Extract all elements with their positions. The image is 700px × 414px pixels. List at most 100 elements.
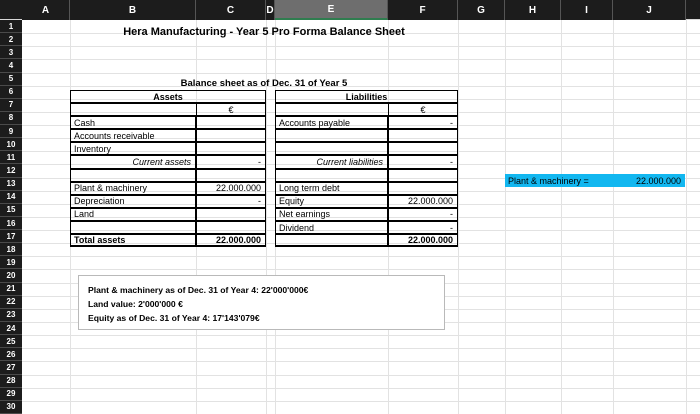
row-header-6[interactable]: 6 (0, 85, 22, 99)
grid-line-horizontal (22, 46, 700, 48)
grid-line-horizontal (22, 72, 700, 74)
row-header-19[interactable]: 19 (0, 256, 22, 270)
row-header-24[interactable]: 24 (0, 321, 22, 336)
row-header-17[interactable]: 17 (0, 230, 22, 244)
row-header-12[interactable]: 12 (0, 164, 22, 178)
liabilities-row-value-5[interactable] (388, 181, 458, 195)
row-header-23[interactable]: 23 (0, 308, 22, 322)
grid-line-horizontal (22, 256, 700, 258)
liabilities-row-value-2[interactable] (388, 142, 458, 156)
row-header-18[interactable]: 18 (0, 243, 22, 257)
row-header-11[interactable]: 11 (0, 151, 22, 165)
liabilities-row-label-1[interactable] (275, 129, 388, 143)
assets-row-value-7[interactable] (196, 207, 266, 222)
grid-line-horizontal (22, 125, 700, 127)
liabilities-row-value-3[interactable]: - (388, 155, 458, 169)
assets-row-label-4[interactable] (70, 168, 196, 182)
liabilities-row-label-6[interactable]: Equity (275, 194, 388, 208)
assets-row-label-5[interactable]: Plant & machinery (70, 181, 196, 195)
grid-line-horizontal (22, 203, 700, 205)
column-header-i[interactable]: I (561, 0, 613, 20)
assets-row-value-6[interactable]: - (196, 194, 266, 208)
liabilities-row-value-4[interactable] (388, 168, 458, 182)
row-header-7[interactable]: 7 (0, 98, 22, 112)
row-header-13[interactable]: 13 (0, 177, 22, 191)
row-header-3[interactable]: 3 (0, 46, 22, 60)
grid-line-horizontal (22, 59, 700, 61)
grid-line-horizontal (22, 374, 700, 376)
assets-row-value-1[interactable] (196, 129, 266, 143)
note-line-1: Plant & machinery as of Dec. 31 of Year … (88, 285, 309, 295)
assets-row-label-6[interactable]: Depreciation (70, 194, 196, 208)
liabilities-row-value-1[interactable] (388, 129, 458, 143)
column-header-c[interactable]: C (196, 0, 266, 20)
liabilities-row-label-7[interactable]: Net earnings (275, 207, 388, 222)
assets-row-label-2[interactable]: Inventory (70, 142, 196, 156)
grid-line-horizontal (22, 85, 700, 87)
assets-row-label-7[interactable]: Land (70, 207, 196, 222)
assets-row-value-4[interactable] (196, 168, 266, 182)
row-header-14[interactable]: 14 (0, 190, 22, 204)
liabilities-currency-header: € (388, 103, 458, 116)
assets-row-value-2[interactable] (196, 142, 266, 156)
grid-line-horizontal (22, 348, 700, 350)
grid-line-horizontal (22, 230, 700, 232)
column-header-g[interactable]: G (458, 0, 505, 20)
column-header-j[interactable]: J (613, 0, 686, 20)
row-header-29[interactable]: 29 (0, 387, 22, 401)
assets-row-value-3[interactable]: - (196, 155, 266, 169)
assets-row-value-5[interactable]: 22.000.000 (196, 181, 266, 195)
liabilities-row-label-3[interactable]: Current liabilities (275, 155, 388, 169)
row-header-16[interactable]: 16 (0, 216, 22, 231)
sheet-subtitle: Balance sheet as of Dec. 31 of Year 5 (180, 78, 348, 89)
row-header-26[interactable]: 26 (0, 348, 22, 362)
row-header-21[interactable]: 21 (0, 282, 22, 296)
column-header-f[interactable]: F (388, 0, 458, 20)
total-liabilities-label (275, 233, 388, 246)
highlight-value-cell[interactable]: 22.000.000 (598, 174, 685, 187)
liabilities-row-label-0[interactable]: Accounts payable (275, 116, 388, 130)
liabilities-row-label-5[interactable]: Long term debt (275, 181, 388, 195)
assets-row-label-3[interactable]: Current assets (70, 155, 196, 169)
assets-row-label-1[interactable]: Accounts receivable (70, 129, 196, 143)
row-header-25[interactable]: 25 (0, 335, 22, 349)
row-header-5[interactable]: 5 (0, 72, 22, 86)
column-header-d[interactable]: D (266, 0, 275, 20)
liabilities-row-label-4[interactable] (275, 168, 388, 182)
liabilities-row-value-0[interactable]: - (388, 116, 458, 130)
assets-row-label-0[interactable]: Cash (70, 116, 196, 130)
grid-line-horizontal (22, 361, 700, 363)
column-header-h[interactable]: H (505, 0, 561, 20)
grid-line-horizontal (22, 243, 700, 245)
note-line-2: Land value: 2'000'000 € (88, 299, 183, 309)
liabilities-row-value-7[interactable]: - (388, 207, 458, 222)
grid-area[interactable]: Hera Manufacturing - Year 5 Pro Forma Ba… (22, 20, 700, 414)
liabilities-row-label-2[interactable] (275, 142, 388, 156)
column-header-a[interactable]: A (22, 0, 70, 20)
row-header-15[interactable]: 15 (0, 203, 22, 217)
row-header-27[interactable]: 27 (0, 361, 22, 375)
row-header-1[interactable]: 1 (0, 20, 22, 34)
column-header-e[interactable]: E (275, 0, 388, 20)
row-header-4[interactable]: 4 (0, 59, 22, 73)
row-header-8[interactable]: 8 (0, 111, 22, 126)
sheet-title: Hera Manufacturing - Year 5 Pro Forma Ba… (123, 25, 405, 38)
row-header-gutter: 1 2 3 4 5 6 7 8 9 10 11 12 13 14 15 16 17 18 19 20 21 22 23 24 2… (0, 20, 22, 414)
row-header-20[interactable]: 20 (0, 269, 22, 283)
grid-line-horizontal (22, 269, 700, 271)
liabilities-row-value-6[interactable]: 22.000.000 (388, 194, 458, 208)
row-header-28[interactable]: 28 (0, 374, 22, 388)
row-header-9[interactable]: 9 (0, 125, 22, 139)
row-header-10[interactable]: 10 (0, 138, 22, 152)
grid-line-horizontal (22, 164, 700, 166)
assets-row-value-0[interactable] (196, 116, 266, 130)
grid-line-horizontal (22, 151, 700, 153)
row-header-22[interactable]: 22 (0, 295, 22, 309)
highlight-label-cell[interactable]: Plant & machinery = (505, 174, 598, 187)
grid-line-horizontal (22, 190, 700, 192)
column-header-b[interactable]: B (70, 0, 196, 20)
row-header-2[interactable]: 2 (0, 33, 22, 47)
note-textbox[interactable]: Plant & machinery as of Dec. 31 of Year … (78, 275, 445, 330)
row-header-30[interactable]: 30 (0, 400, 22, 414)
assets-header: Assets (70, 90, 266, 103)
